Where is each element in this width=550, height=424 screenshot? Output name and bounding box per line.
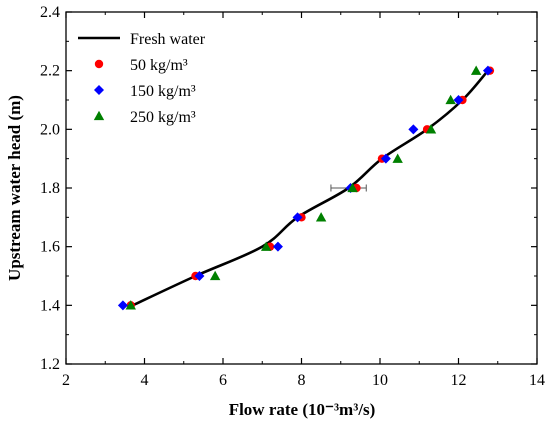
y-tick-label: 2.0	[40, 121, 60, 138]
data-point-series-2	[453, 95, 464, 105]
data-point-series-3	[315, 212, 327, 222]
data-point-series-3	[347, 182, 358, 193]
y-tick-label: 2.2	[40, 63, 60, 80]
legend-label: 250 kg/m³	[130, 109, 196, 126]
data-point-series-3	[125, 300, 136, 310]
data-layer	[117, 65, 495, 311]
legend-label: 50 kg/m³	[130, 57, 188, 74]
legend: Fresh water 50 kg/m³ 150 kg/m³ 250 kg/m³	[78, 31, 206, 126]
data-point-series-3	[445, 94, 456, 105]
x-axis-label: Flow rate (10⁻³m³/s)	[229, 400, 376, 419]
x-tick-label: 6	[219, 372, 227, 389]
data-point-series-2	[380, 153, 391, 164]
data-point-series-3	[392, 153, 403, 163]
data-point-series-3	[425, 124, 437, 134]
x-tick-label: 14	[529, 372, 545, 389]
data-point-series-3	[209, 270, 221, 281]
x-tick-label: 8	[298, 372, 306, 389]
y-tick-label: 1.6	[40, 239, 60, 256]
data-point-series-2	[117, 300, 128, 311]
data-point-series-2	[292, 212, 303, 223]
x-tick-label: 12	[451, 372, 467, 389]
legend-label: Fresh water	[130, 31, 206, 48]
data-point-series-3	[470, 65, 482, 75]
legend-label: 150 kg/m³	[130, 83, 196, 100]
x-tick-label: 10	[372, 372, 388, 389]
x-tick-label: 2	[62, 372, 70, 389]
y-tick-label: 1.8	[40, 180, 60, 197]
data-point-series-2	[194, 271, 205, 281]
data-point-series-2	[408, 124, 419, 135]
y-tick-label: 1.2	[40, 356, 60, 373]
y-tick-label: 1.4	[40, 297, 60, 314]
data-point-series-2	[482, 65, 493, 76]
x-tick-label: 4	[141, 372, 149, 389]
data-point-series-2	[272, 241, 283, 252]
legend-marker-swatch	[93, 110, 105, 121]
legend-marker-swatch	[94, 85, 104, 95]
legend-marker-swatch	[94, 59, 104, 69]
y-tick-label: 2.4	[40, 4, 60, 21]
series-line-fresh-water	[132, 69, 489, 307]
axis-ticks: 2 4 6 8 10 12 14 1.2 1.4 1.6 1.8 2.0 2.2 2.4	[40, 4, 545, 389]
y-axis-label: Upstream water head (m)	[5, 95, 24, 281]
data-point-series-3	[260, 241, 272, 251]
